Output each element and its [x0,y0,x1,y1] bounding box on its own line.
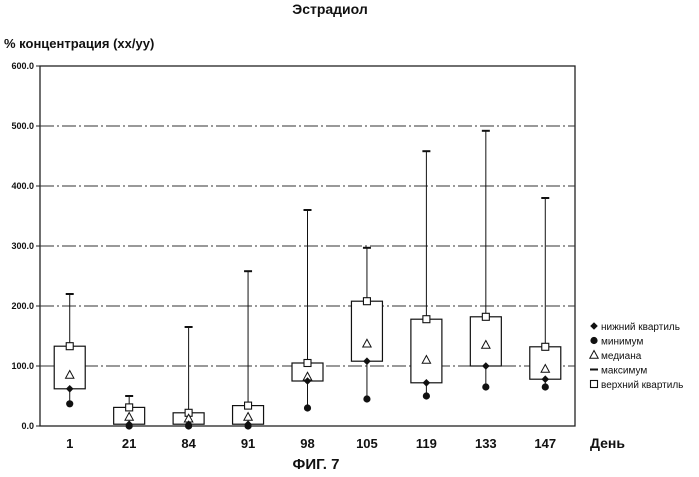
min-point [126,422,133,429]
box-group [233,271,264,429]
iqr-box [54,346,85,389]
iqr-box [351,301,382,361]
legend-label: медиана [601,351,642,362]
upper-quartile-point [66,343,73,350]
box-group [292,210,323,412]
upper-quartile-point [482,313,489,320]
legend-label: минимум [601,337,643,348]
y-tick-label: 300.0 [11,241,34,251]
min-point [66,400,73,407]
legend: нижний квартиль минимум медиана максимум вер… [590,322,684,391]
figure-caption: ФИГ. 7 [293,456,340,472]
chart-title: Эстрадиол [292,1,368,17]
x-tick-label: 1 [66,436,73,451]
y-tick-label: 400.0 [11,181,34,191]
x-tick-label: 105 [356,436,378,451]
box-group [470,131,501,391]
upper-quartile-point [304,360,311,367]
x-tick-label: 133 [475,436,497,451]
x-tick-label: 119 [416,436,437,451]
min-point [482,383,489,390]
min-point [363,395,370,402]
min-point [423,392,430,399]
x-tick-label: 91 [241,436,255,451]
box-group [530,198,561,391]
iqr-box [411,319,442,383]
y-tick-label: 500.0 [11,121,34,131]
iqr-box [530,347,561,379]
y-tick-label: 200.0 [11,301,34,311]
min-point [304,404,311,411]
legend-marker [590,337,597,344]
box-group [351,248,382,403]
box-group [411,151,442,399]
y-tick-label: 600.0 [11,61,34,71]
upper-quartile-point [245,402,252,409]
legend-marker [591,381,598,388]
box-group [114,396,145,430]
legend-label: максимум [601,366,647,377]
x-tick-label: 147 [534,436,556,451]
box-group [54,294,85,407]
legend-label: нижний квартиль [601,322,680,333]
legend-marker [590,351,598,359]
plot-area-group: 0.0 100.0 200.0 300.0 400.0 500.0 600.0 1 21 84 91… [11,61,575,451]
x-tick-label: 21 [122,436,136,451]
min-point [185,422,192,429]
box-group [173,327,204,430]
min-point [244,422,251,429]
upper-quartile-point [542,343,549,350]
upper-quartile-point [126,404,133,411]
y-axis-label: % концентрация (xx/yy) [4,36,154,51]
y-tick-label: 100.0 [11,361,34,371]
legend-label: верхний квартиль [601,380,683,391]
legend-marker [590,322,598,330]
upper-quartile-point [363,298,370,305]
y-tick-label: 0.0 [21,421,34,431]
x-axis-label: День [590,435,625,451]
upper-quartile-point [423,316,430,323]
x-tick-label: 84 [181,436,196,451]
min-point [542,383,549,390]
x-tick-label: 98 [300,436,314,451]
